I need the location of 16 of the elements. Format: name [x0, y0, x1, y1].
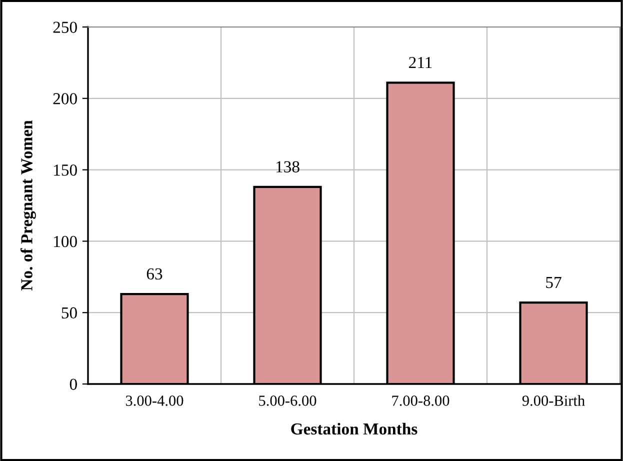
y-tick-label: 250 — [53, 22, 77, 33]
y-tick-label: 0 — [70, 378, 77, 390]
y-axis-title: No. of Pregnant Women — [20, 120, 36, 291]
y-tick-label: 200 — [53, 93, 77, 104]
y-tick-label: 150 — [54, 164, 77, 176]
y-tick-label: 50 — [62, 307, 77, 319]
x-tick-label: 3.00-4.00 — [126, 396, 184, 406]
x-axis-title: Gestation Months — [291, 422, 418, 435]
data-label: 63 — [146, 268, 162, 280]
data-label: 211 — [409, 56, 432, 68]
x-tick-label: 5.00-6.00 — [259, 396, 316, 406]
x-tick-label: 9.00-Birth — [522, 395, 585, 406]
data-label: 138 — [276, 161, 300, 172]
data-label: 57 — [546, 277, 562, 288]
x-tick-label: 7.00-8.00 — [392, 396, 450, 406]
y-tick-label: 100 — [54, 236, 77, 248]
